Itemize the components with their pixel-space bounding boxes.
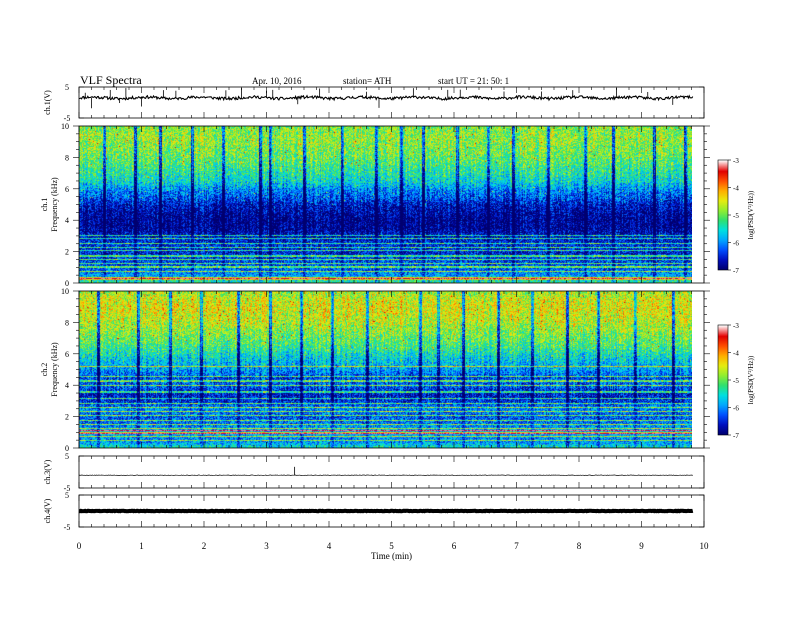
time-axis-tick-label: 2: [202, 541, 207, 551]
time-axis-tick-label: 9: [639, 541, 644, 551]
ch4-waveform-ytick-label: -5: [64, 523, 71, 532]
ch2-spectrogram-ylabel-channel: ch.2: [40, 363, 49, 377]
ch1-spectrogram-colorbar-tick-label: -4: [733, 185, 739, 193]
ch1-spectrogram-ylabel-frequency: Frequency (kHz): [50, 177, 59, 232]
date-label: Apr. 10, 2016: [252, 76, 302, 86]
ch2-spectrogram-colorbar-tick-label: -7: [733, 432, 739, 440]
time-axis-tick-label: 4: [327, 541, 332, 551]
time-axis-tick-label: 3: [264, 541, 269, 551]
time-axis-tick-label: 5: [389, 541, 394, 551]
ch1-spectrogram-colorbar-tick-label: -5: [733, 212, 739, 220]
ch4-waveform-ylabel: ch.4(V): [43, 498, 52, 523]
ch2-spectrogram-colorbar-tick-label: -4: [733, 350, 739, 358]
time-axis-tick-label: 8: [577, 541, 582, 551]
ch1-waveform-ylabel: ch.1(V): [43, 90, 52, 115]
time-axis-tick-label: 7: [514, 541, 519, 551]
ch2-spectrogram-ylabel-frequency: Frequency (kHz): [50, 342, 59, 397]
ch4-waveform-ytick-label: 5: [65, 491, 69, 500]
ch2-spectrogram-ytick-label: 2: [65, 413, 69, 422]
chart-title: VLF Spectra: [80, 73, 142, 87]
ch1-spectrogram-ytick-label: 10: [61, 122, 69, 131]
time-axis-tick-label: 10: [700, 541, 710, 551]
ch1-spectrogram-ytick-label: 4: [65, 216, 69, 225]
ch2-spectrogram-ytick-label: 10: [61, 287, 69, 296]
ch2-spectrogram-colorbar: [718, 325, 728, 435]
ch3-waveform-ytick-label: 5: [65, 452, 69, 461]
ch1-spectrogram-colorbar-tick-label: -3: [733, 157, 739, 165]
time-axis-tick-label: 1: [139, 541, 144, 551]
ch1-spectrogram-image: [79, 126, 692, 283]
ch1-spectrogram-ylabel-channel: ch.1: [40, 198, 49, 212]
ch2-spectrogram-colorbar-tick-label: -6: [733, 405, 739, 413]
time-axis-tick-label: 6: [452, 541, 457, 551]
ch1-spectrogram-colorbar-tick-label: -6: [733, 240, 739, 248]
time-axis-tick-label: 0: [77, 541, 82, 551]
ch2-spectrogram-ytick-label: 8: [65, 318, 69, 327]
ch1-waveform-trace: [79, 96, 693, 100]
ch2-spectrogram-colorbar-label: log(PSD(V²/Hz)): [747, 355, 755, 404]
ch2-spectrogram-ytick-label: 4: [65, 381, 69, 390]
ch1-spectrogram-ytick-label: 8: [65, 153, 69, 162]
ch1-spectrogram-colorbar-tick-label: -7: [733, 267, 739, 275]
start-time-label: start UT = 21: 50: 1: [438, 76, 509, 86]
ch1-spectrogram-colorbar: [718, 160, 728, 270]
time-axis-label: Time (min): [371, 551, 412, 561]
ch2-spectrogram-ytick-label: 6: [65, 350, 69, 359]
ch1-waveform-ytick-label: 5: [65, 83, 69, 92]
ch1-spectrogram-ytick-label: 2: [65, 248, 69, 257]
ch3-waveform-ylabel: ch.3(V): [43, 459, 52, 484]
ch2-spectrogram-colorbar-tick-label: -3: [733, 322, 739, 330]
ch1-spectrogram-colorbar-label: log(PSD(V²/Hz)): [747, 190, 755, 239]
ch1-spectrogram-ytick-label: 6: [65, 185, 69, 194]
station-label: station= ATH: [343, 76, 392, 86]
ch2-spectrogram-colorbar-tick-label: -5: [733, 377, 739, 385]
ch2-spectrogram-image: [79, 291, 692, 448]
